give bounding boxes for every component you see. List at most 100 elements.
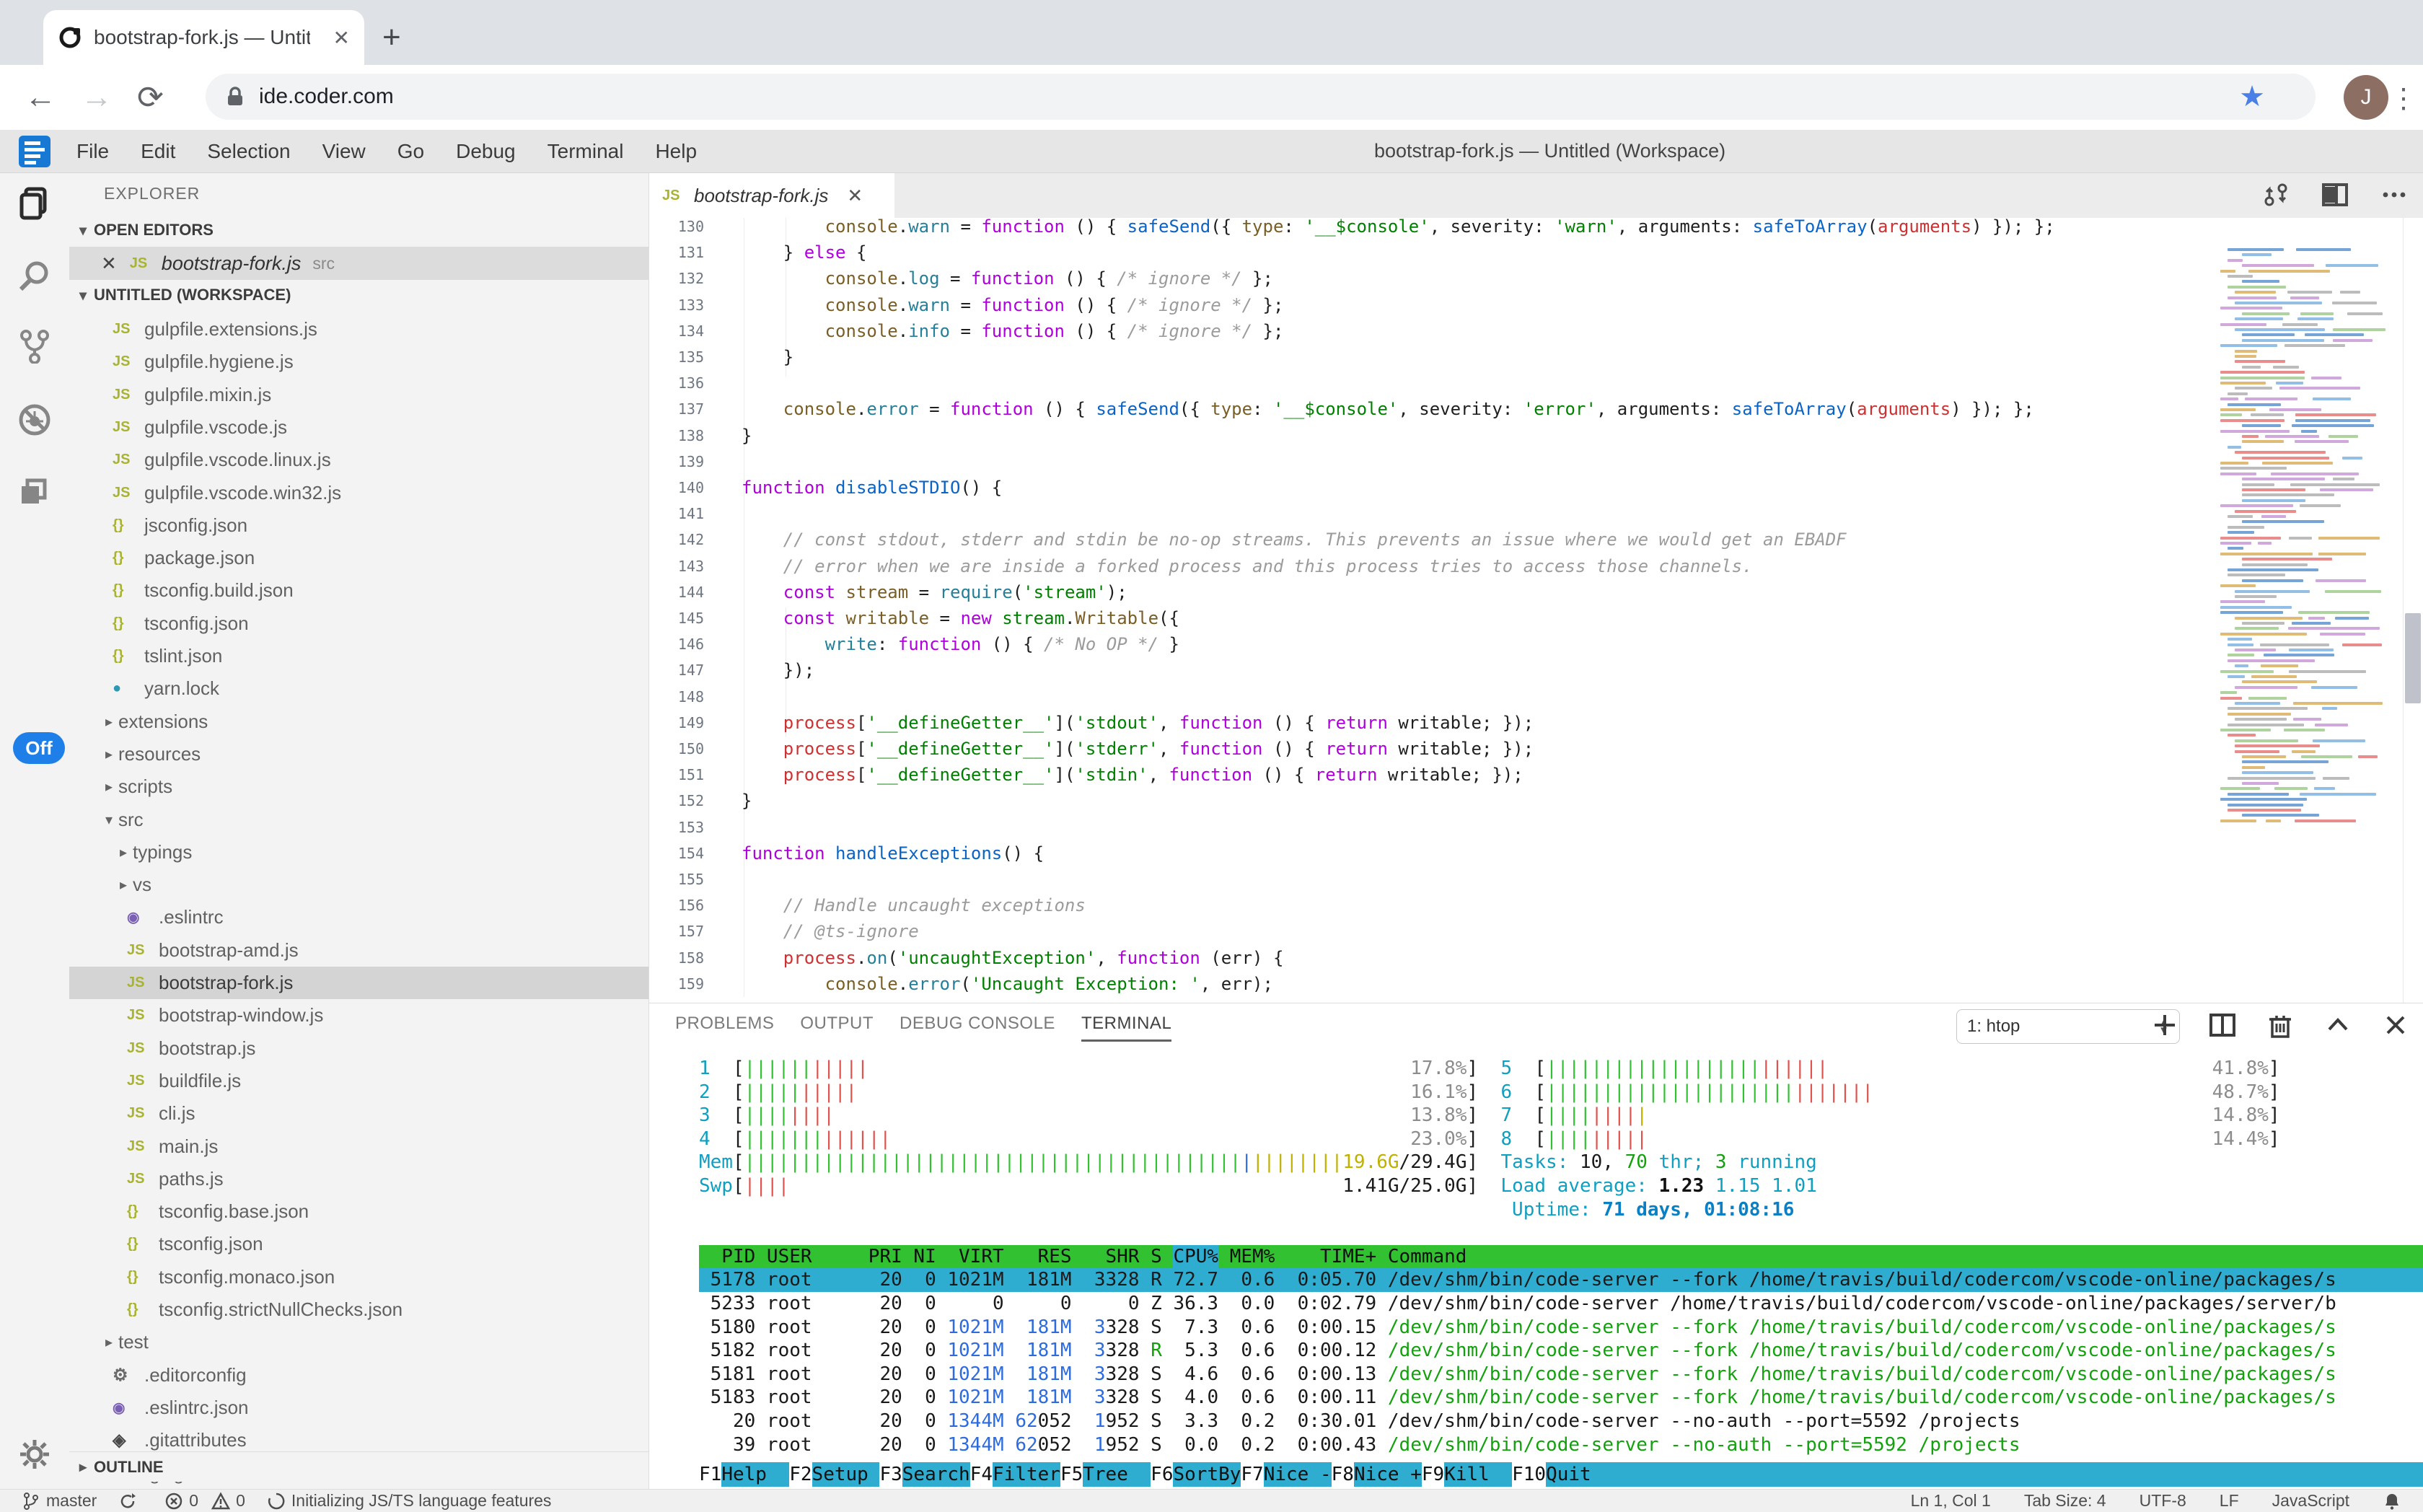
close-icon[interactable]: ✕ [101,252,117,274]
tree-item-bootstrap-amd.js[interactable]: JS bootstrap-amd.js [69,934,648,967]
maximize-panel-icon[interactable] [2323,1011,2352,1040]
tree-item-label: gulpfile.vscode.js [144,416,287,438]
status-item-ln-1-col-1[interactable]: Ln 1, Col 1 [1910,1491,1991,1510]
url-bar[interactable]: ide.coder.com ★ [206,74,2316,120]
terminal-select[interactable]: 1: htop ▲▼ [1956,1009,2180,1044]
debug-off-icon[interactable] [17,403,52,437]
scrollbar-thumb[interactable] [2405,613,2421,703]
browser-menu-icon[interactable]: ⋮ [2390,84,2417,114]
tree-item-gulpfile.vscode.js[interactable]: JS gulpfile.vscode.js [69,411,648,444]
tree-item-tsconfig.json[interactable]: {} tsconfig.json [69,1228,648,1260]
tree-item-tsconfig.json[interactable]: {} tsconfig.json [69,607,648,640]
open-editors-header[interactable]: ▾ OPEN EDITORS [69,215,648,245]
tree-item-.editorconfig[interactable]: ⚙ .editorconfig [69,1359,648,1392]
tree-item-cli.js[interactable]: JS cli.js [69,1097,648,1130]
tree-item-buildfile.js[interactable]: JS buildfile.js [69,1065,648,1097]
menu-item-view[interactable]: View [322,139,366,162]
tree-item-gulpfile.extensions.js[interactable]: JS gulpfile.extensions.js [69,313,648,346]
menu-item-edit[interactable]: Edit [141,139,176,162]
tree-item-resources[interactable]: ▸ resources [69,738,648,770]
tree-item-bootstrap-window.js[interactable]: JS bootstrap-window.js [69,999,648,1032]
tree-item-.gitattributes[interactable]: ◈ .gitattributes [69,1424,648,1456]
workspace-header[interactable]: ▾ UNTITLED (WORKSPACE) [69,280,648,310]
status-badge[interactable]: Off [13,732,65,764]
line-number: 150 [677,740,704,757]
menu-item-selection[interactable]: Selection [207,139,291,162]
settings-gear-icon[interactable] [17,1437,52,1472]
tree-item-extensions[interactable]: ▸ extensions [69,706,648,738]
tree-item-vs[interactable]: ▸ vs [69,869,648,901]
source-control-icon[interactable] [17,329,52,364]
tree-item-gulpfile.vscode.win32.js[interactable]: JS gulpfile.vscode.win32.js [69,477,648,509]
tab-close-icon[interactable]: ✕ [333,26,350,49]
tree-item-bootstrap.js[interactable]: JS bootstrap.js [69,1032,648,1065]
tree-item-typings[interactable]: ▸ typings [69,836,648,869]
tree-item-src[interactable]: ▾ src [69,804,648,836]
search-icon[interactable] [17,258,52,293]
status-item-tab-size-4[interactable]: Tab Size: 4 [2023,1491,2106,1510]
tree-item-test[interactable]: ▸ test [69,1326,648,1358]
terminal-line: 5233 root 20 0 0 0 0 Z 36.3 0.0 0:02.79 … [699,1293,2336,1314]
tree-item-main.js[interactable]: JS main.js [69,1130,648,1163]
git-branch-item[interactable]: master [22,1491,97,1511]
open-changes-icon[interactable] [2261,180,2290,209]
editor-tab[interactable]: JS bootstrap-fork.js ✕ [649,173,894,218]
tree-item-yarn.lock[interactable]: ● yarn.lock [69,672,648,705]
terminal[interactable]: 1 [|||||| ||||| 17.8%] 5 [|||||||||||||||… [649,1051,2423,1490]
kill-terminal-icon[interactable] [2266,1011,2295,1040]
tree-item-.eslintrc.json[interactable]: ◉ .eslintrc.json [69,1392,648,1424]
panel-tab-problems[interactable]: PROBLEMS [675,1013,775,1033]
outline-header[interactable]: ▸ OUTLINE [69,1451,648,1482]
coder-logo-icon[interactable] [19,135,50,167]
back-icon[interactable]: ← [25,79,56,115]
explorer-icon[interactable] [17,186,52,221]
avatar[interactable]: J [2344,75,2388,120]
js-file-icon: JS [127,1138,145,1154]
split-editor-icon[interactable] [2321,180,2349,209]
browser-tab[interactable]: bootstrap-fork.js — Untitled (W ✕ [43,10,364,65]
code-editor[interactable]: 130 console.warn = function () { safeSen… [649,218,2423,1003]
tree-item-.eslintrc[interactable]: ◉ .eslintrc [69,901,648,933]
bookmark-star-icon[interactable]: ★ [2239,81,2265,113]
tree-item-paths.js[interactable]: JS paths.js [69,1163,648,1195]
extensions-icon[interactable] [17,473,52,508]
tree-item-tsconfig.base.json[interactable]: {} tsconfig.base.json [69,1195,648,1228]
tree-item-label: resources [118,742,201,765]
tree-item-jsconfig.json[interactable]: {} jsconfig.json [69,509,648,542]
tree-item-tsconfig.build.json[interactable]: {} tsconfig.build.json [69,574,648,607]
status-item-lf[interactable]: LF [2219,1491,2239,1510]
tree-item-bootstrap-fork.js[interactable]: JS bootstrap-fork.js [69,967,648,999]
panel-tab-output[interactable]: OUTPUT [800,1013,874,1033]
new-terminal-icon[interactable] [2150,1011,2179,1040]
status-item-javascript[interactable]: JavaScript [2272,1491,2349,1510]
tree-item-tsconfig.monaco.json[interactable]: {} tsconfig.monaco.json [69,1261,648,1293]
minimap[interactable] [2220,248,2402,869]
sync-item[interactable] [118,1492,143,1511]
status-item-utf-8[interactable]: UTF-8 [2139,1491,2186,1510]
tree-item-tslint.json[interactable]: {} tslint.json [69,640,648,672]
menu-item-help[interactable]: Help [655,139,698,162]
editor-tab-close-icon[interactable]: ✕ [847,184,863,206]
bell-icon[interactable] [2383,1492,2401,1511]
reload-icon[interactable]: ⟳ [137,79,164,115]
editor-scrollbar[interactable] [2403,218,2423,1003]
menu-item-debug[interactable]: Debug [456,139,516,162]
tree-item-gulpfile.mixin.js[interactable]: JS gulpfile.mixin.js [69,379,648,411]
menu-item-terminal[interactable]: Terminal [547,139,624,162]
close-panel-icon[interactable] [2381,1011,2410,1040]
problems-item[interactable]: 0 0 [164,1491,245,1511]
new-tab-button[interactable]: + [382,19,401,55]
tree-item-tsconfig.strictNullChecks.json[interactable]: {} tsconfig.strictNullChecks.json [69,1293,648,1326]
panel-tab-debug-console[interactable]: DEBUG CONSOLE [900,1013,1055,1033]
tree-item-scripts[interactable]: ▸ scripts [69,770,648,803]
open-editor-item[interactable]: ✕ JS bootstrap-fork.js src [69,247,648,280]
menu-item-go[interactable]: Go [397,139,425,162]
forward-icon[interactable]: → [81,79,113,115]
menu-item-file[interactable]: File [76,139,110,162]
split-terminal-icon[interactable] [2208,1011,2237,1040]
tree-item-package.json[interactable]: {} package.json [69,542,648,574]
tree-item-gulpfile.vscode.linux.js[interactable]: JS gulpfile.vscode.linux.js [69,444,648,476]
tree-item-gulpfile.hygiene.js[interactable]: JS gulpfile.hygiene.js [69,346,648,378]
panel-tab-terminal[interactable]: TERMINAL [1081,1014,1172,1042]
more-actions-icon[interactable] [2380,180,2409,209]
